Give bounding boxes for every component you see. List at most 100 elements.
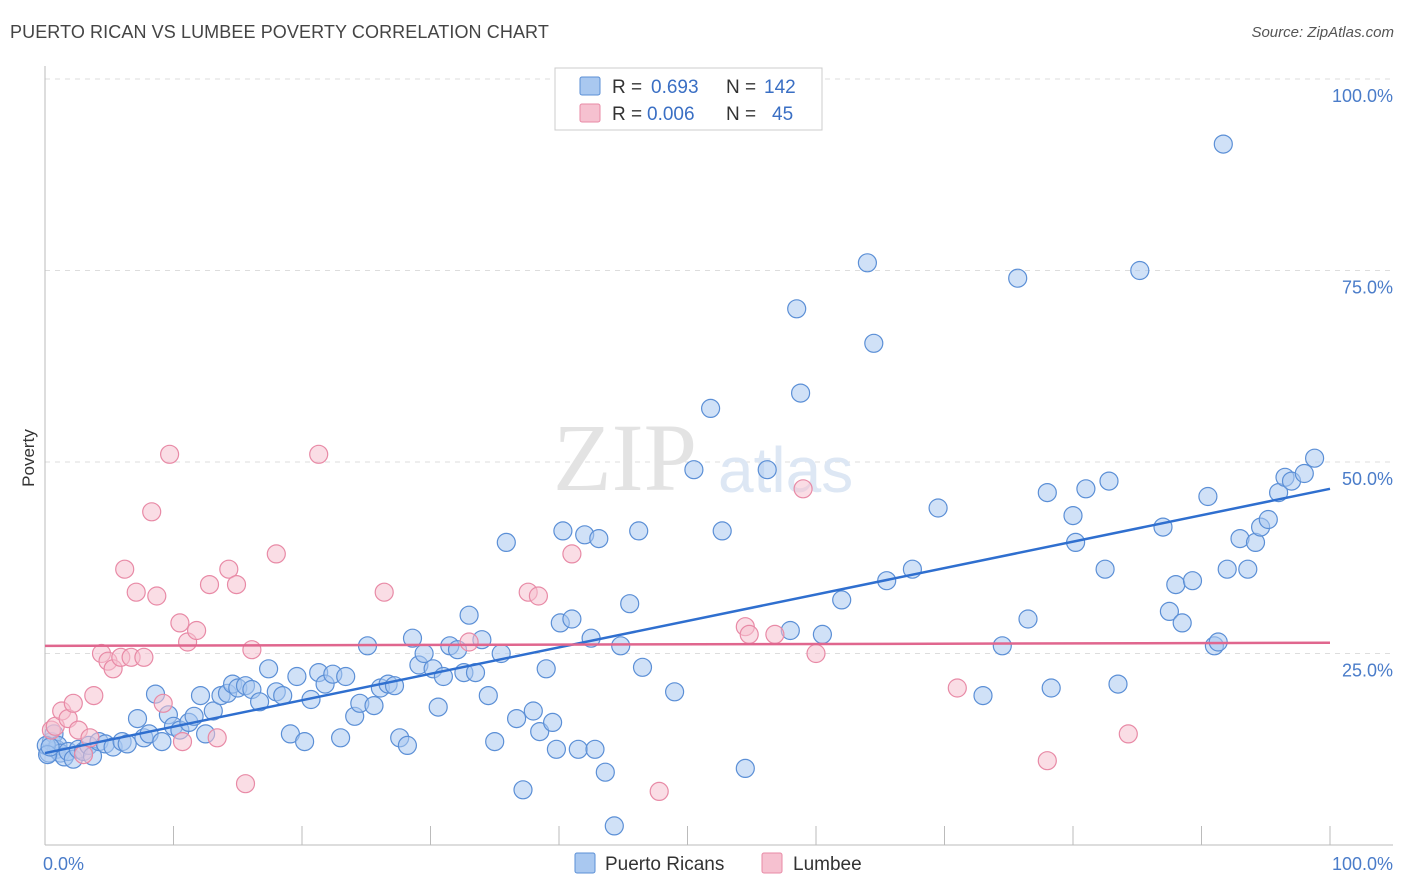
lumbee-point-34 [459, 632, 479, 652]
puerto-rican-point-77 [523, 701, 543, 721]
lumbee-point-19 [153, 693, 173, 713]
lumbee-point-29 [235, 774, 256, 794]
puerto-rican-point-124 [1130, 260, 1150, 281]
watermark: ZIP atlas [553, 404, 853, 511]
puerto-rican-point-128 [1172, 613, 1192, 633]
lumbee-point-38 [649, 781, 669, 802]
puerto-rican-point-28 [190, 685, 211, 706]
stats-legend: R = 0.693 N = 142 R = 0.006 N = 45 [554, 67, 823, 131]
lumbee-point-15 [126, 582, 146, 602]
puerto-rican-point-81 [546, 739, 567, 759]
grid-lines [45, 78, 1393, 654]
puerto-rican-point-98 [700, 398, 721, 418]
puerto-rican-point-96 [664, 682, 685, 702]
lumbee-point-6 [73, 744, 94, 765]
puerto-rican-point-95 [632, 657, 653, 677]
legend-swatch-puerto-ricans [574, 852, 596, 874]
puerto-rican-point-74 [496, 532, 516, 553]
lumbee-point-43 [806, 643, 826, 664]
puerto-rican-point-121 [1095, 559, 1115, 579]
puerto-rican-point-108 [864, 333, 884, 353]
puerto-rican-point-129 [1182, 571, 1203, 591]
puerto-rican-point-53 [364, 695, 384, 716]
puerto-rican-point-71 [478, 685, 498, 706]
axes [44, 66, 1393, 846]
stats-n-label-2: N = [726, 104, 756, 125]
lumbee-point-37 [562, 544, 582, 564]
puerto-rican-point-130 [1198, 486, 1218, 507]
series-legend: Puerto Ricans Lumbee [574, 852, 862, 875]
puerto-rican-point-72 [485, 731, 505, 752]
puerto-rican-point-93 [620, 594, 640, 614]
puerto-rican-point-105 [812, 624, 833, 645]
lumbee-point-21 [170, 613, 190, 633]
puerto-rican-point-97 [684, 460, 704, 480]
lumbee-point-26 [207, 728, 227, 748]
lumbee-point-42 [793, 479, 813, 499]
stats-n-label-1: N = [726, 77, 756, 98]
lumbee-point-36 [528, 586, 549, 606]
watermark-zip: ZIP [553, 404, 697, 511]
puerto-rican-point-58 [397, 735, 417, 756]
puerto-rican-point-114 [1008, 268, 1028, 288]
lumbee-point-25 [199, 574, 220, 595]
y-axis-title: Poverty [19, 429, 38, 487]
puerto-rican-point-89 [589, 528, 609, 549]
puerto-rican-trend-line [44, 487, 1331, 755]
lumbee-point-41 [765, 624, 785, 645]
puerto-rican-point-104 [790, 383, 811, 403]
puerto-rican-point-30 [203, 701, 223, 721]
stats-n-value-1: 142 [764, 77, 796, 98]
puerto-rican-point-49 [336, 666, 356, 687]
y-tick-label-2: 75.0% [1342, 278, 1393, 298]
puerto-rican-point-75 [506, 708, 527, 729]
puerto-rican-point-79 [536, 659, 556, 679]
puerto-rican-point-144 [1304, 448, 1325, 468]
puerto-rican-point-115 [1018, 609, 1038, 629]
trend-lines [44, 487, 1331, 755]
puerto-rican-point-107 [857, 253, 878, 273]
puerto-rican-point-143 [1294, 463, 1314, 484]
puerto-rican-point-90 [595, 762, 615, 782]
puerto-rican-point-126 [1159, 601, 1180, 622]
puerto-rican-point-117 [1041, 678, 1061, 698]
puerto-rican-point-59 [402, 628, 423, 648]
puerto-rican-point-76 [513, 780, 533, 800]
puerto-rican-point-63 [428, 697, 448, 717]
blue-swatch [579, 76, 601, 96]
lumbee-point-13 [115, 559, 135, 579]
lumbee-point-45 [1037, 751, 1057, 771]
puerto-rican-point-123 [1108, 674, 1128, 694]
puerto-rican-point-134 [1213, 134, 1233, 154]
lumbee-point-17 [142, 502, 162, 522]
puerto-rican-point-101 [757, 460, 777, 480]
puerto-rican-point-37 [250, 692, 270, 712]
puerto-rican-point-136 [1238, 559, 1258, 579]
puerto-rican-point-100 [735, 758, 755, 779]
x-tick-label-0: 0.0% [43, 854, 84, 874]
lumbee-point-22 [172, 731, 193, 752]
lumbee-trend-line [44, 641, 1331, 648]
puerto-rican-point-22 [152, 731, 172, 752]
puerto-rican-point-91 [604, 816, 624, 836]
lumbee-point-27 [219, 559, 239, 579]
stats-r-label-1: R = [612, 77, 642, 98]
lumbee-point-16 [134, 647, 154, 667]
puerto-rican-point-85 [568, 739, 588, 759]
puerto-rican-point-88 [585, 739, 605, 759]
y-tick-label-3: 100.0% [1332, 86, 1393, 106]
lumbee-point-31 [266, 544, 286, 564]
lumbee-point-24 [187, 620, 207, 641]
legend-label-lumbee: Lumbee [793, 854, 862, 875]
lumbee-point-28 [226, 574, 247, 595]
watermark-atlas: atlas [718, 434, 853, 506]
source-label: Source: ZipAtlas.com [1251, 24, 1394, 41]
puerto-rican-point-99 [712, 521, 732, 541]
y-tick-label-1: 50.0% [1342, 469, 1393, 489]
lumbee-point-44 [947, 678, 967, 698]
puerto-rican-point-118 [1063, 505, 1083, 526]
puerto-rican-point-103 [787, 299, 807, 319]
puerto-rican-point-42 [287, 666, 307, 687]
puerto-rican-point-127 [1166, 574, 1186, 595]
